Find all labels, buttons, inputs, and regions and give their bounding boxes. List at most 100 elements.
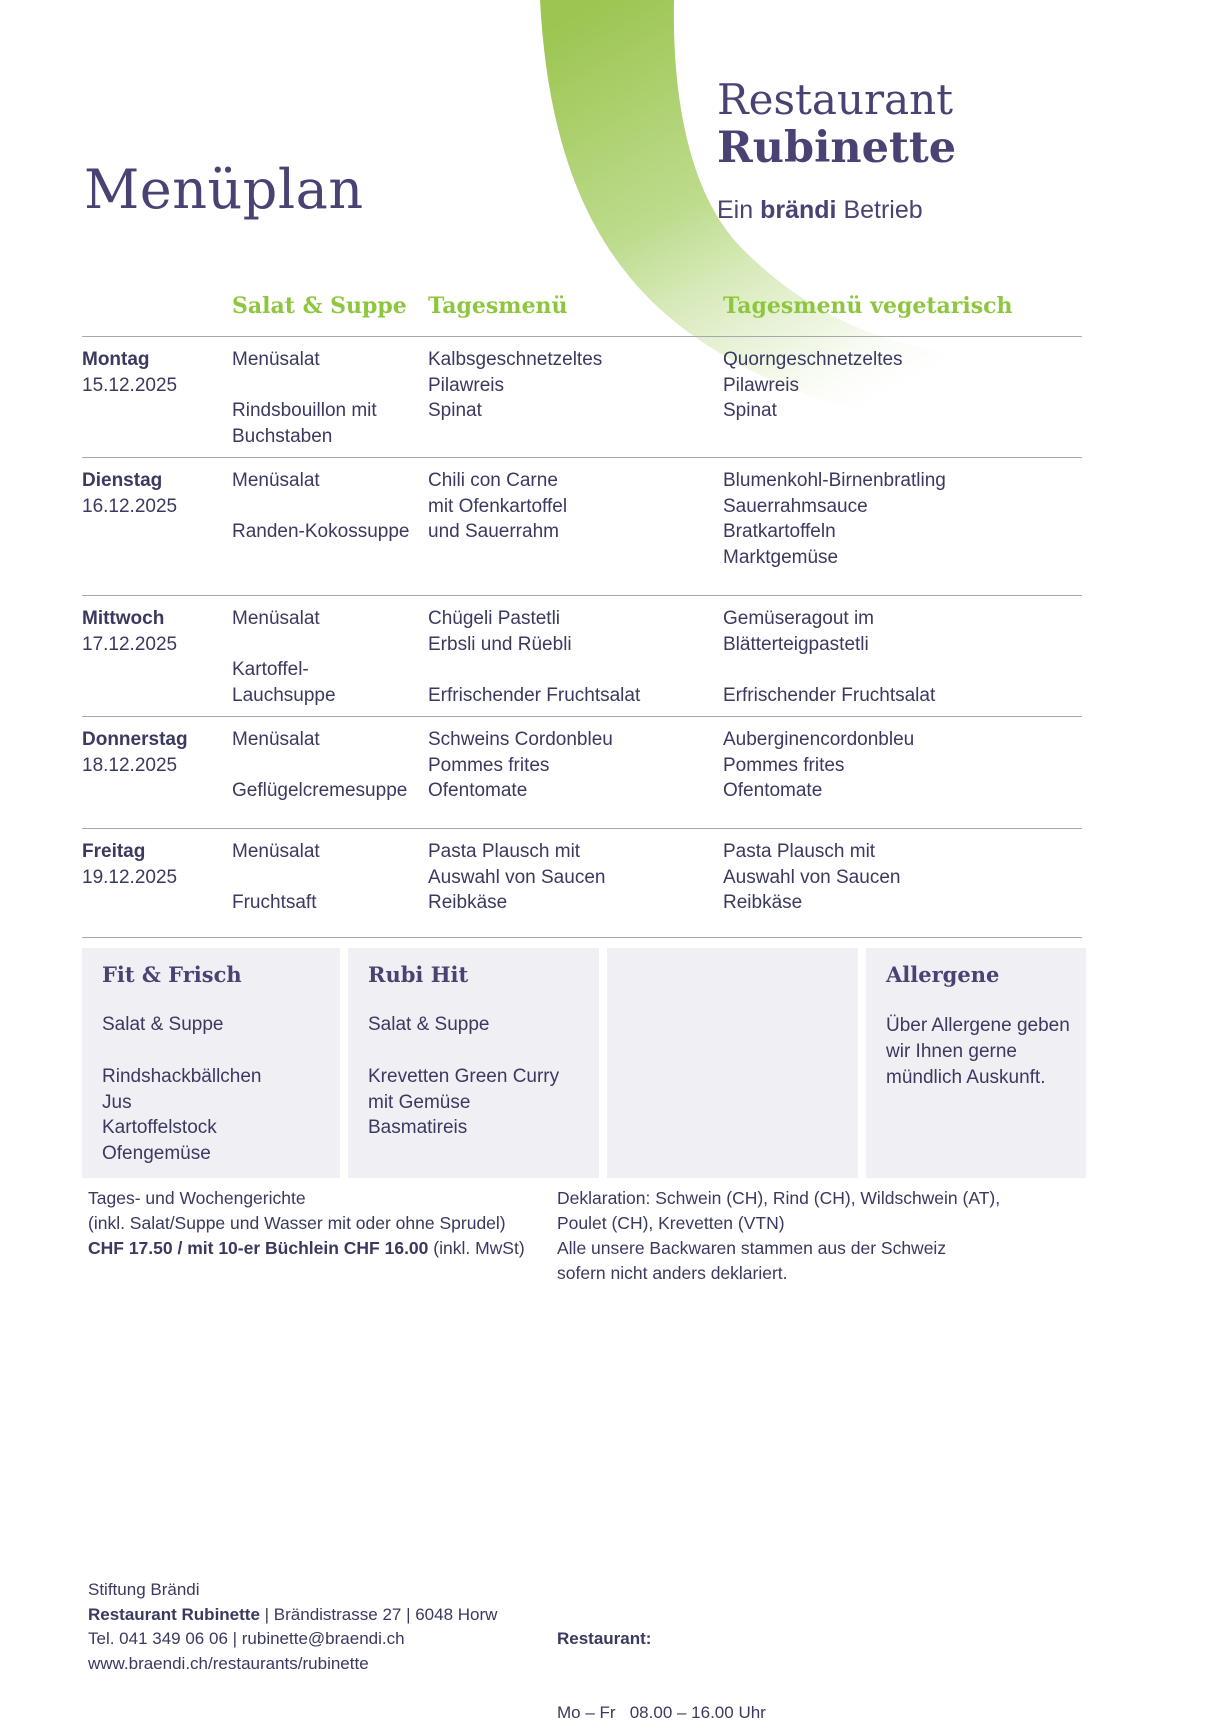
text-line: wir Ihnen gerne — [886, 1041, 1017, 1062]
veg-cell: Quorngeschnetzeltes Pilawreis Spinat — [723, 337, 1082, 457]
day-date: 16.12.2025 — [82, 495, 178, 517]
table-row: Montag 15.12.2025 Menüsalat Rindsbouillo… — [82, 337, 1082, 458]
specials-boxes: Fit & Frisch Salat & Suppe Rindshackbäll… — [82, 948, 1086, 1178]
text-line: Menüsalat — [232, 349, 320, 370]
tages-cell: Chili con Carne mit Ofenkartoffel und Saue… — [428, 458, 723, 595]
salat-cell: Menüsalat Randen-Kokossuppe — [232, 458, 428, 595]
allergene-box: Allergene Über Allergene geben wir Ihnen … — [866, 948, 1086, 1178]
text-line: Pommes frites — [723, 754, 845, 776]
day-date: 17.12.2025 — [82, 633, 178, 655]
day-label: Montag — [82, 349, 150, 370]
restaurant-logo: Restaurant Rubinette Ein brändi Betrieb — [717, 76, 956, 225]
text-line: Kalbsgeschnetzeltes — [428, 349, 603, 370]
logo-tagline: Ein brändi Betrieb — [717, 196, 956, 225]
text-line: Blätterteigpastetli — [723, 633, 869, 655]
footer-address-rest: | Brändistrasse 27 | 6048 Horw — [259, 1604, 498, 1624]
text-line: sofern nicht anders deklariert. — [557, 1263, 788, 1283]
fit-frisch-title: Fit & Frisch — [102, 962, 242, 987]
allergene-title: Allergene — [886, 962, 1000, 987]
text-line: Randen-Kokossuppe — [232, 521, 410, 542]
text-line: Sauerrahmsauce — [723, 495, 868, 517]
pricing-note: Tages- und Wochengerichte (inkl. Salat/S… — [88, 1186, 557, 1286]
table-row: Mittwoch 17.12.2025 Menüsalat Kartoffel-… — [82, 596, 1082, 717]
text-line — [428, 657, 723, 683]
text-line: Lauchsuppe — [232, 684, 336, 706]
salat-cell: Menüsalat Geflügelcremesuppe — [232, 717, 428, 828]
table-row: Donnerstag 18.12.2025 Menüsalat Geflügel… — [82, 717, 1082, 829]
pricing-line3-rest: (inkl. MwSt) — [428, 1238, 525, 1258]
text-line: Chili con Carne — [428, 470, 558, 491]
day-date: 15.12.2025 — [82, 374, 178, 396]
footer-restaurant-name: Restaurant Rubinette — [88, 1604, 260, 1624]
pricing-line1: Tages- und Wochengerichte — [88, 1188, 306, 1208]
text-line: Pilawreis — [723, 374, 800, 396]
salat-cell: Menüsalat Rindsbouillon mit Buchstaben — [232, 337, 428, 457]
fit-frisch-items: Rindshackbällchen Jus Kartoffelstock Ofenge… — [102, 1064, 328, 1166]
text-line: Schweins Cordonbleu — [428, 729, 613, 750]
tages-cell: Chügeli Pastetli Erbsli und Rüebli Erfris… — [428, 596, 723, 716]
rubi-hit-title: Rubi Hit — [368, 962, 469, 987]
day-cell: Mittwoch 17.12.2025 — [82, 596, 232, 716]
rubi-hit-items: Krevetten Green Curry mit Gemüse Basmatire… — [368, 1064, 587, 1141]
text-line — [723, 657, 1082, 683]
table-row: Freitag 19.12.2025 Menüsalat Fruchtsaft … — [82, 829, 1082, 938]
text-line: mit Gemüse — [368, 1091, 471, 1113]
day-label: Freitag — [82, 841, 146, 862]
text-line: Marktgemüse — [723, 546, 839, 568]
footer-phone-email: Tel. 041 349 06 06 | rubinette@braendi.c… — [88, 1629, 405, 1648]
text-line: Chügeli Pastetli — [428, 608, 561, 629]
text-line: Buchstaben — [232, 425, 333, 447]
text-line: Rindshackbällchen — [102, 1066, 262, 1087]
text-line: Ofentomate — [428, 780, 528, 801]
restaurant-hours-value: Mo – Fr 08.00 – 16.00 Uhr — [557, 1702, 766, 1722]
text-line: Menüsalat — [232, 608, 320, 629]
day-date: 18.12.2025 — [82, 754, 178, 776]
day-date: 19.12.2025 — [82, 866, 178, 888]
footer-website: www.braendi.ch/restaurants/rubinette — [88, 1653, 369, 1673]
restaurant-hours-label: Restaurant: — [557, 1629, 652, 1648]
salat-cell: Menüsalat Kartoffel- Lauchsuppe — [232, 596, 428, 716]
text-line: Erfrischender Fruchtsalat — [428, 684, 641, 706]
footer-org: Stiftung Brändi — [88, 1580, 200, 1599]
text-line — [232, 865, 428, 891]
text-line: Basmatireis — [368, 1117, 468, 1138]
text-line: Alle unsere Backwaren stammen aus der Sc… — [557, 1238, 947, 1258]
text-line: Geflügelcremesuppe — [232, 780, 408, 801]
text-line: Menüsalat — [232, 841, 320, 862]
tages-cell: Pasta Plausch mit Auswahl von Saucen Reibk… — [428, 829, 723, 937]
menu-rows: Montag 15.12.2025 Menüsalat Rindsbouillo… — [82, 336, 1082, 938]
page-footer: Stiftung Brändi Restaurant Rubinette | B… — [88, 1578, 1084, 1732]
table-header-row: Salat & Suppe Tagesmenü Tagesmenü vegeta… — [82, 280, 1082, 336]
text-line: Menüsalat — [232, 729, 320, 750]
text-line: Krevetten Green Curry — [368, 1066, 560, 1087]
footer-contact: Stiftung Brändi Restaurant Rubinette | B… — [88, 1578, 557, 1732]
rubi-hit-subtitle: Salat & Suppe — [368, 1014, 490, 1035]
allergene-text: Über Allergene geben wir Ihnen gerne mündl… — [886, 1013, 1074, 1091]
text-line: Über Allergene geben — [886, 1015, 1070, 1036]
text-line: Spinat — [723, 400, 777, 421]
tagline-suffix: Betrieb — [836, 196, 923, 224]
text-line: mit Ofenkartoffel — [428, 495, 568, 517]
day-cell: Freitag 19.12.2025 — [82, 829, 232, 937]
day-cell: Montag 15.12.2025 — [82, 337, 232, 457]
day-label: Dienstag — [82, 470, 163, 491]
text-line: Kartoffel- — [232, 659, 309, 680]
text-line — [232, 494, 428, 520]
text-line: Kartoffelstock — [102, 1117, 217, 1138]
table-row: Dienstag 16.12.2025 Menüsalat Randen-Kok… — [82, 458, 1082, 596]
pricing-line3: CHF 17.50 / mit 10-er Büchlein CHF 16.00… — [88, 1236, 557, 1261]
pricing-line3-bold: CHF 17.50 / mit 10-er Büchlein CHF 16.00 — [88, 1238, 429, 1258]
text-line: Reibkäse — [723, 892, 803, 913]
column-header-tagesmenu: Tagesmenü — [428, 293, 568, 319]
veg-cell: Pasta Plausch mit Auswahl von Saucen Reibk… — [723, 829, 1082, 937]
fit-frisch-subtitle: Salat & Suppe — [102, 1014, 224, 1035]
text-line: Quorngeschnetzeltes — [723, 349, 903, 370]
text-line: Ofengemüse — [102, 1142, 211, 1164]
text-line: Jus — [102, 1091, 132, 1113]
empty-box — [607, 948, 858, 1178]
text-line: Reibkäse — [428, 892, 508, 913]
text-line: Auswahl von Saucen — [428, 866, 606, 888]
day-label: Donnerstag — [82, 729, 188, 750]
veg-cell: Gemüseragout im Blätterteigpastetli Erfri… — [723, 596, 1082, 716]
text-line: Pilawreis — [428, 374, 505, 396]
